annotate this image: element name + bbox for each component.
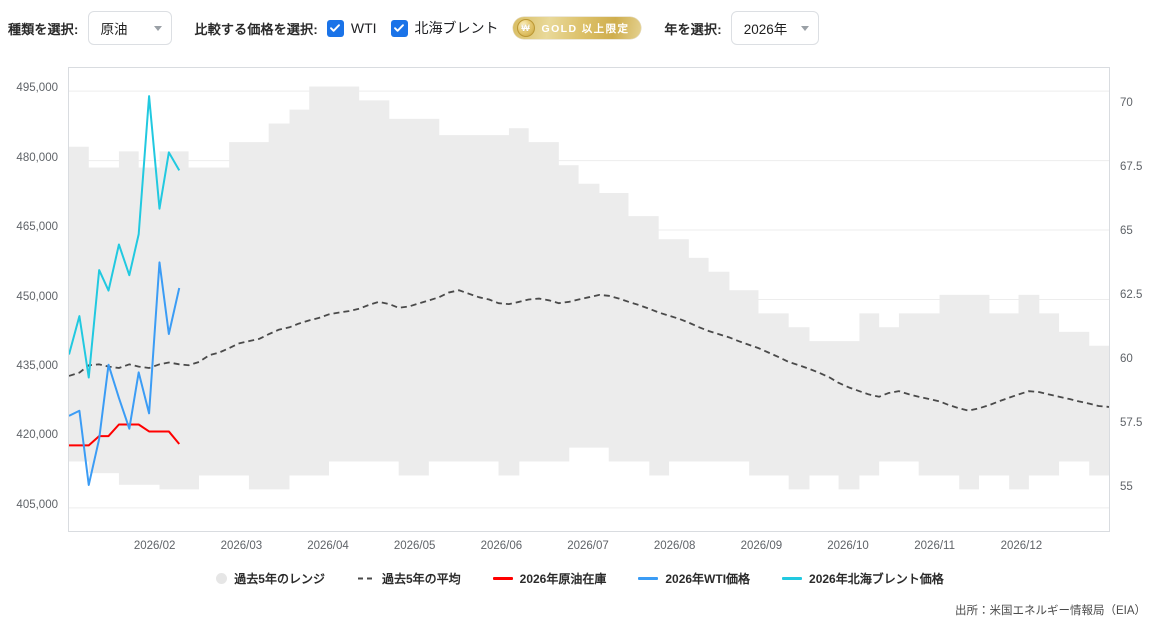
x-axis-tick: 2026/07 — [567, 540, 609, 552]
y-axis-right-tick: 60 — [1120, 353, 1133, 366]
plot-area — [68, 67, 1110, 532]
legend-item[interactable]: 2026年北海ブレント価格 — [782, 570, 944, 587]
gold-coin-icon: ₩ — [516, 19, 535, 37]
y-axis-right-tick: 65 — [1120, 225, 1133, 238]
year-select-label: 年を選択: — [664, 21, 722, 37]
y-axis-right-tick: 55 — [1120, 481, 1133, 494]
gold-membership-badge: ₩ GOLD 以上限定 — [512, 17, 642, 39]
legend-line-icon — [638, 576, 659, 580]
x-axis-tick: 2026/02 — [133, 540, 176, 552]
x-axis-tick: 2026/05 — [393, 540, 436, 552]
x-axis-tick: 2026/08 — [653, 540, 696, 552]
legend-item-label: 過去5年のレンジ — [234, 571, 325, 586]
legend-dot-icon — [216, 572, 228, 584]
legend-item-label: 過去5年の平均 — [381, 571, 461, 586]
y-axis-right-tick: 67.5 — [1120, 161, 1143, 174]
checkbox-wti-label: WTI — [350, 20, 377, 36]
y-axis-left-tick: 465,000 — [16, 221, 58, 234]
chart-controls-toolbar: 種類を選択: 原油 比較する価格を選択: WTI 北海ブレント ₩ GOLD 以… — [0, 0, 1160, 56]
legend-item[interactable]: 過去5年の平均 — [357, 570, 461, 587]
x-axis-tick: 2026/10 — [827, 540, 869, 552]
chevron-down-icon — [153, 25, 162, 31]
check-icon — [326, 19, 344, 37]
year-select[interactable]: 2026年 — [730, 11, 820, 45]
chevron-down-icon — [801, 25, 810, 31]
y-axis-left-tick: 495,000 — [16, 82, 58, 95]
source-note: 出所：米国エネルギー情報局（EIA） — [954, 605, 1146, 617]
legend-dashed-line-icon — [357, 577, 374, 579]
legend-item-label: 2026年北海ブレント価格 — [809, 571, 944, 586]
legend-item[interactable]: 2026年WTI価格 — [638, 570, 750, 587]
type-select[interactable]: 原油 — [87, 11, 172, 45]
legend-item[interactable]: 過去5年のレンジ — [216, 570, 325, 587]
x-axis-tick: 2026/04 — [307, 540, 349, 552]
legend-line-icon — [492, 576, 513, 580]
legend-item-label: 2026年原油在庫 — [519, 571, 607, 586]
legend-line-icon — [782, 576, 803, 580]
y-axis-left-tick: 405,000 — [16, 498, 58, 511]
legend-item[interactable]: 2026年原油在庫 — [492, 570, 607, 587]
chart-container: 405,000 420,000 435,000 450,000 465,000 480,0… — [0, 56, 1160, 561]
year-select-value: 2026年 — [743, 22, 788, 37]
type-select-label: 種類を選択: — [8, 21, 79, 37]
x-axis-tick: 2026/06 — [480, 540, 523, 552]
y-axis-right-tick: 62.5 — [1120, 289, 1143, 302]
x-axis-tick: 2026/12 — [1000, 540, 1043, 552]
compare-price-label: 比較する価格を選択: — [194, 21, 318, 37]
y-axis-right-tick: 57.5 — [1120, 417, 1143, 430]
x-axis-tick: 2026/03 — [220, 540, 263, 552]
chart-legend: 過去5年のレンジ 過去5年の平均 2026年原油在庫 2026年WTI価格 2026年北… — [0, 566, 1160, 590]
gold-badge-label: GOLD 以上限定 — [541, 22, 630, 35]
x-axis-tick: 2026/11 — [914, 540, 955, 552]
plot-svg — [69, 86, 1109, 509]
checkbox-brent-label: 北海ブレント — [414, 20, 499, 36]
legend-item-label: 2026年WTI価格 — [665, 571, 751, 586]
y-axis-left-tick: 480,000 — [16, 151, 58, 164]
type-select-value: 原油 — [100, 22, 128, 37]
y-axis-left-tick: 435,000 — [16, 359, 58, 372]
check-icon — [390, 19, 408, 37]
checkbox-brent[interactable]: 北海ブレント — [390, 18, 499, 38]
checkbox-wti[interactable]: WTI — [326, 19, 377, 37]
y-axis-right-tick: 70 — [1120, 97, 1133, 110]
y-axis-left-tick: 420,000 — [16, 429, 58, 442]
y-axis-left-tick: 450,000 — [16, 290, 58, 303]
x-axis-tick: 2026/09 — [740, 540, 783, 552]
